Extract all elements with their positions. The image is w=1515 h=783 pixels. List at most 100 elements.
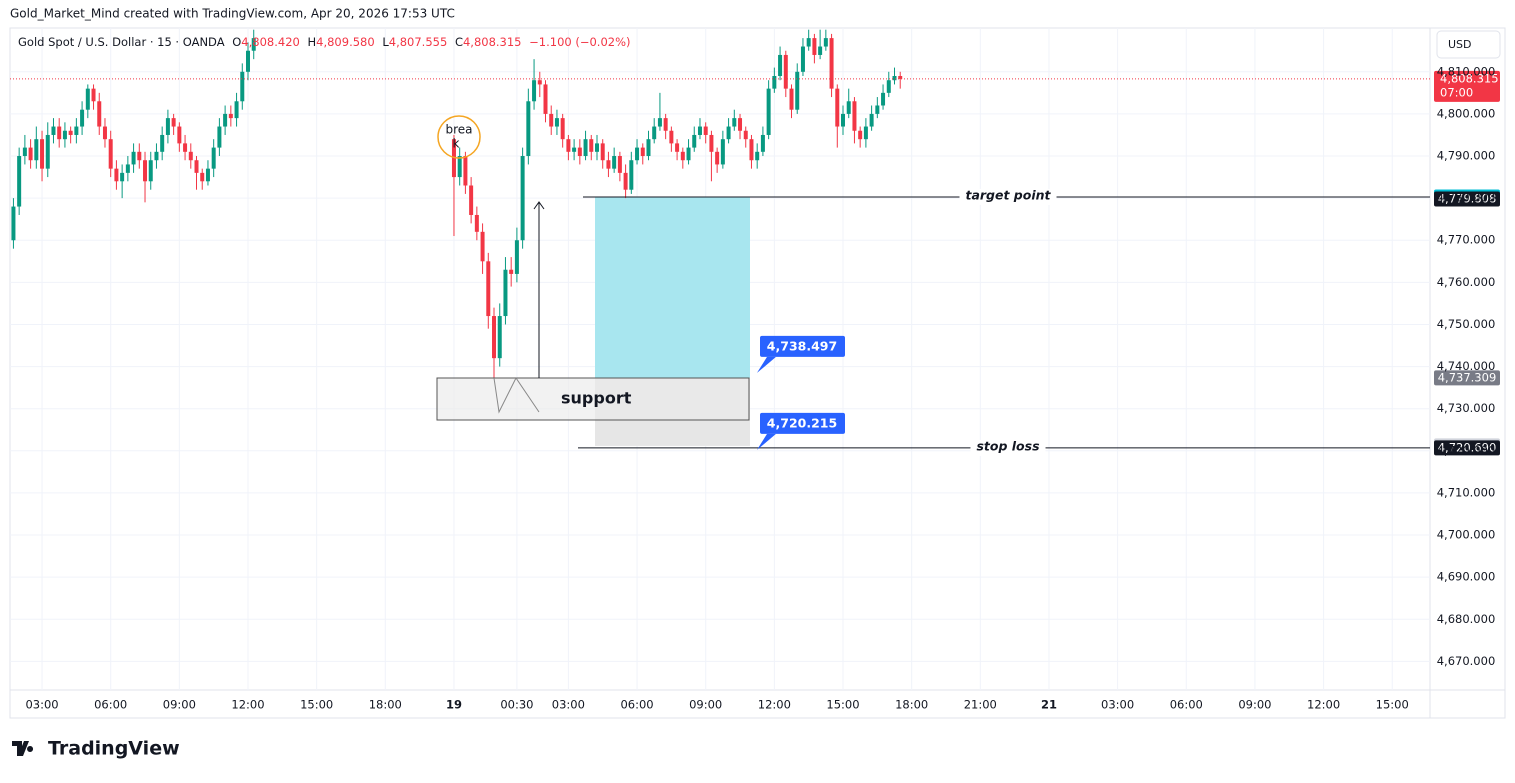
x-tick-label: 12:00: [758, 698, 791, 712]
zigzag: [493, 377, 540, 414]
x-tick-label: 03:00: [1101, 698, 1134, 712]
target-zone: [595, 196, 750, 378]
candle-body: [652, 126, 657, 140]
candle-body: [554, 118, 559, 127]
candle-body: [51, 126, 56, 135]
price-label-box: [1434, 440, 1500, 456]
candle-body: [783, 54, 788, 89]
y-tick-label: 4,810.000: [1437, 64, 1496, 78]
candle-body: [898, 76, 903, 79]
currency[interactable]: USD: [1448, 38, 1472, 51]
candle-body: [612, 156, 617, 169]
candle-body: [211, 147, 216, 169]
level-label: target point: [965, 187, 1051, 202]
candle-body: [629, 160, 634, 190]
candle-body: [165, 118, 170, 135]
callout-tail: [757, 433, 776, 450]
x-tick-label: 09:00: [1238, 698, 1271, 712]
ohlc-key: L: [382, 35, 389, 49]
candle-body: [835, 88, 840, 127]
candle-body: [234, 101, 239, 119]
candle-body: [715, 151, 720, 165]
support-box: [436, 377, 750, 421]
candle-body: [137, 151, 142, 161]
candle-body: [686, 147, 691, 161]
change: −1.100 (−0.02%): [529, 35, 630, 49]
candle-body: [91, 88, 96, 102]
candle-body: [766, 88, 771, 135]
candle-body: [623, 172, 628, 190]
candle-body: [34, 139, 39, 161]
candle-body: [892, 76, 897, 81]
candle-body: [675, 143, 680, 152]
candle-body: [62, 130, 67, 140]
x-tick-label: 15:00: [1376, 698, 1409, 712]
ohlc-value: 4,809.580: [316, 35, 375, 49]
candle-body: [657, 118, 662, 127]
x-tick-label: 00:30: [500, 698, 533, 712]
x-tick-label: 06:00: [1170, 698, 1203, 712]
price-label-box: [1434, 370, 1500, 386]
x-tick-label: 09:00: [689, 698, 722, 712]
candle-body: [514, 240, 519, 274]
candle-body: [74, 126, 79, 135]
candle-body: [194, 160, 199, 173]
candle-body: [188, 151, 193, 161]
candle-body: [80, 109, 85, 127]
currency-button[interactable]: [1436, 30, 1501, 59]
level-label: stop loss: [976, 438, 1039, 453]
y-tick-label: 4,680.000: [1437, 612, 1496, 626]
candle-body: [11, 206, 16, 241]
level-label-bg: [970, 439, 1046, 456]
candle-body: [635, 147, 640, 161]
candle-body: [217, 126, 222, 148]
candle-body: [800, 46, 805, 72]
candle-body: [148, 160, 153, 182]
price-label-box: [1434, 191, 1500, 207]
candle-body: [829, 38, 834, 89]
countdown: 07:00: [1440, 85, 1473, 99]
y-tick-label: 4,800.000: [1437, 106, 1496, 120]
candle-body: [869, 113, 874, 127]
candle-body: [560, 118, 565, 140]
ohlc-value: 4,808.420: [241, 35, 300, 49]
break-text: brea: [445, 123, 472, 137]
candle-body: [543, 84, 548, 114]
candle-body: [200, 172, 205, 182]
candle-body: [875, 105, 880, 114]
candle-body: [223, 113, 228, 127]
price-label: 4,779.808: [1438, 191, 1497, 205]
candle-body: [863, 126, 868, 140]
candle-body: [606, 160, 611, 169]
candle-body: [663, 118, 668, 131]
candle-body: [114, 168, 119, 182]
x-tick-label: 12:00: [1307, 698, 1340, 712]
candle-body: [22, 147, 27, 157]
ohlc-value: 4,808.315: [463, 35, 522, 49]
drawings: brea k support: [436, 115, 750, 421]
candle-body: [881, 92, 886, 106]
candle-body: [732, 118, 737, 127]
candle-body: [755, 151, 760, 161]
candle-body: [583, 139, 588, 157]
candle-body: [509, 269, 514, 274]
y-tick-label: 4,780.000: [1437, 191, 1496, 205]
x-tick-label: 09:00: [163, 698, 196, 712]
ohlc-key: C: [455, 35, 463, 49]
candle-body: [102, 126, 107, 140]
candle-body: [600, 143, 605, 161]
candle-body: [205, 168, 210, 182]
logo: TradingView: [12, 738, 180, 760]
candle-body: [532, 80, 537, 102]
candle-body: [120, 172, 125, 182]
candle-body: [85, 88, 90, 110]
candle-body: [131, 151, 136, 165]
candle-body: [57, 126, 62, 140]
candle-body: [594, 143, 599, 152]
candle-body: [640, 147, 645, 157]
candle-body: [858, 130, 863, 140]
candle-body: [480, 231, 485, 262]
brand: TradingView: [48, 738, 180, 760]
